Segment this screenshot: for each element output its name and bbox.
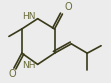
Text: O: O <box>8 69 16 79</box>
Text: O: O <box>64 2 72 12</box>
Text: NH: NH <box>22 61 35 70</box>
Text: HN: HN <box>22 12 35 21</box>
